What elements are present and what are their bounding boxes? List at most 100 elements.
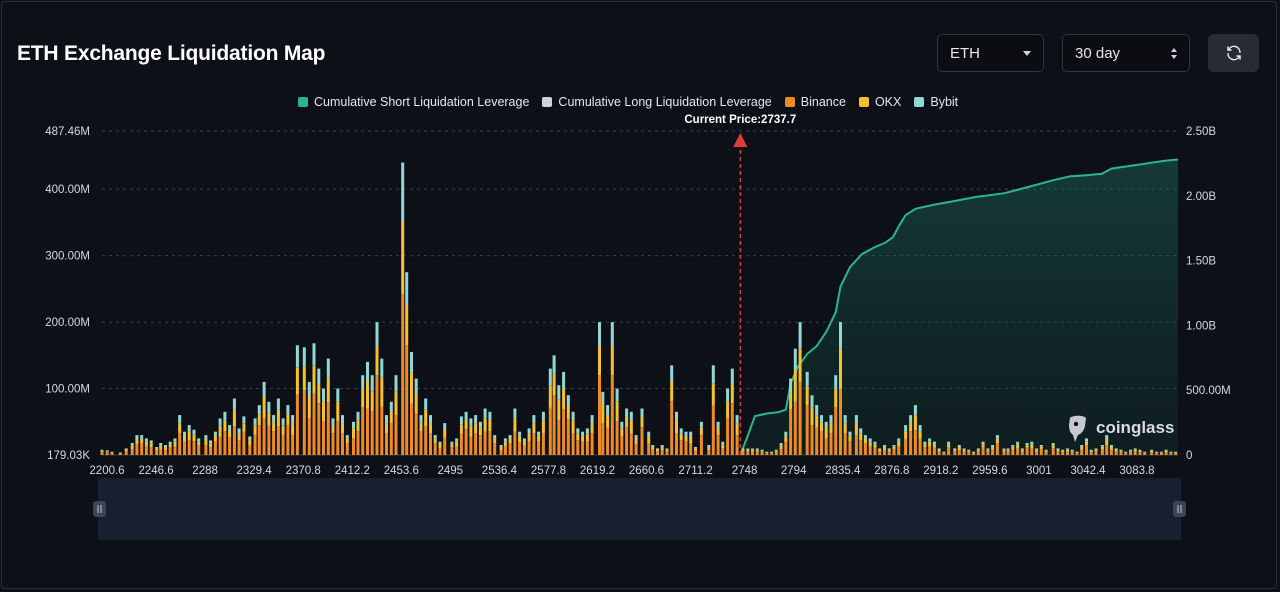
- binance-segment: [1016, 448, 1020, 455]
- okx-segment: [735, 423, 739, 436]
- watermark-text: coinglass: [1096, 418, 1174, 437]
- zoom-slider[interactable]: [93, 478, 1186, 540]
- binance-segment: [839, 388, 842, 455]
- bar: [962, 448, 966, 455]
- legend-swatch: [914, 97, 925, 107]
- bybit-segment: [779, 443, 783, 446]
- bybit-segment: [1100, 445, 1104, 447]
- okx-segment: [140, 438, 144, 443]
- bybit-segment: [276, 398, 280, 410]
- bybit-segment: [711, 365, 715, 384]
- bar: [326, 358, 330, 455]
- right-tick-label: 1.50B: [1186, 256, 1216, 268]
- bar: [124, 448, 128, 455]
- okx-segment: [356, 420, 360, 432]
- okx-segment: [699, 427, 703, 435]
- binance-segment: [878, 451, 882, 455]
- okx-segment: [389, 411, 393, 424]
- binance-segment: [375, 375, 379, 455]
- okx-segment: [173, 441, 177, 447]
- bybit-segment: [1020, 448, 1024, 450]
- binance-segment: [493, 443, 497, 455]
- okx-segment: [1085, 441, 1088, 446]
- binance-segment: [1159, 453, 1163, 455]
- okx-segment: [276, 409, 280, 427]
- bybit-segment: [1061, 449, 1065, 451]
- bar: [552, 355, 556, 455]
- legend-item-cumulative-short[interactable]: Cumulative Short Liquidation Leverage: [298, 95, 529, 109]
- bar: [660, 445, 664, 455]
- okx-segment: [878, 449, 882, 451]
- bar: [478, 421, 482, 455]
- okx-segment: [1133, 449, 1137, 452]
- okx-segment: [183, 435, 186, 441]
- bybit-segment: [1080, 445, 1084, 447]
- bybit-segment: [863, 435, 867, 439]
- bybit-segment: [1164, 449, 1168, 451]
- bar: [242, 416, 246, 455]
- bybit-segment: [248, 436, 252, 441]
- bar: [1133, 448, 1137, 455]
- coin-select[interactable]: ETH: [937, 34, 1044, 72]
- bybit-segment: [518, 431, 522, 437]
- bar: [192, 429, 196, 455]
- legend-item-okx[interactable]: OKX: [858, 95, 901, 109]
- binance-segment: [356, 431, 360, 455]
- bybit-segment: [257, 405, 261, 415]
- bar: [562, 371, 566, 455]
- okx-segment: [443, 429, 447, 438]
- binance-segment: [670, 401, 674, 455]
- bybit-segment: [548, 368, 552, 386]
- bar: [854, 415, 858, 455]
- bybit-segment: [1114, 448, 1118, 450]
- okx-segment: [257, 414, 261, 426]
- bar: [1169, 451, 1173, 455]
- binance-segment: [312, 393, 316, 455]
- binance-segment: [1169, 453, 1173, 455]
- okx-segment: [232, 409, 236, 427]
- bybit-segment: [640, 408, 644, 417]
- bybit-segment: [124, 448, 128, 450]
- bybit-segment: [1094, 448, 1098, 450]
- bybit-segment: [976, 448, 980, 450]
- legend-item-cumulative-long[interactable]: Cumulative Long Liquidation Leverage: [542, 95, 772, 109]
- okx-segment: [848, 435, 852, 441]
- bar: [892, 445, 896, 455]
- range-select[interactable]: 30 day: [1062, 34, 1190, 72]
- okx-segment: [1006, 449, 1010, 452]
- binance-segment: [707, 450, 711, 455]
- legend-item-bybit[interactable]: Bybit: [914, 95, 958, 109]
- binance-segment: [508, 443, 512, 455]
- bar: [793, 348, 797, 455]
- okx-segment: [942, 452, 946, 454]
- bar: [848, 431, 852, 455]
- bar: [1039, 445, 1043, 455]
- binance-segment: [665, 451, 669, 455]
- x-tick-label: 2835.4: [825, 465, 861, 477]
- bybit-segment: [414, 378, 418, 394]
- binance-segment: [204, 445, 208, 455]
- bybit-segment: [164, 445, 167, 447]
- binance-segment: [1025, 447, 1029, 455]
- okx-segment: [839, 348, 842, 389]
- bar: [1129, 449, 1132, 455]
- legend-item-binance[interactable]: Binance: [784, 95, 846, 109]
- bar: [405, 272, 409, 455]
- binance-segment: [352, 438, 355, 455]
- bybit-segment: [726, 388, 730, 402]
- okx-segment: [248, 440, 252, 446]
- bybit-segment: [375, 322, 379, 346]
- bybit-segment: [223, 411, 227, 421]
- okx-segment: [361, 389, 365, 408]
- binance-segment: [730, 403, 734, 455]
- bar: [213, 431, 217, 455]
- okx-segment: [1114, 449, 1118, 451]
- bybit-segment: [730, 368, 734, 385]
- bar: [843, 415, 847, 455]
- binance-segment: [824, 438, 828, 455]
- bybit-segment: [962, 448, 966, 450]
- okx-segment: [155, 448, 159, 451]
- bybit-segment: [887, 448, 891, 450]
- refresh-button[interactable]: [1208, 34, 1259, 72]
- okx-segment: [253, 425, 257, 435]
